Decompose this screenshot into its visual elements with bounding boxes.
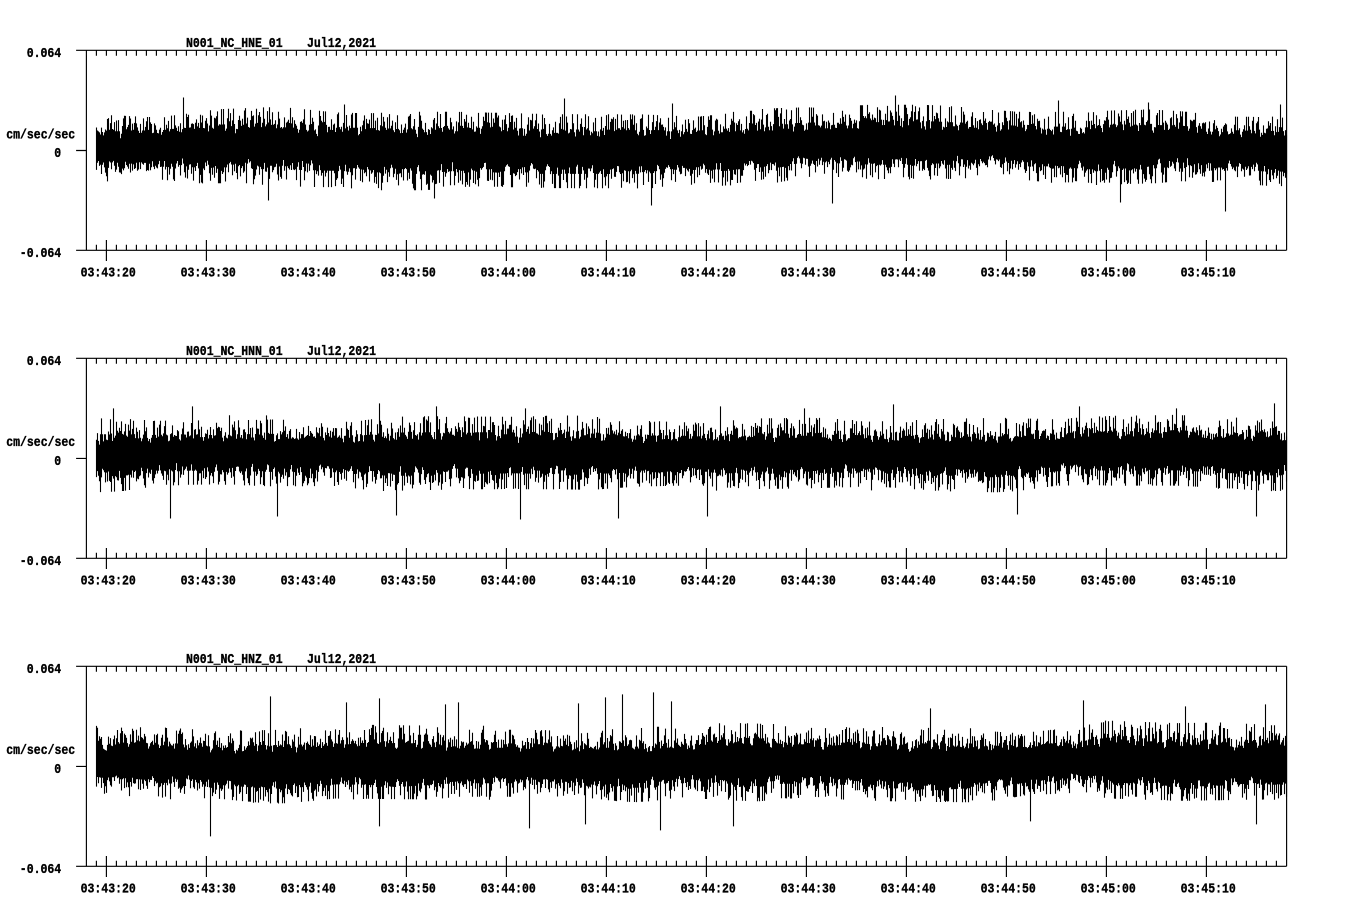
svg-text:N001_NC_HNE_01: N001_NC_HNE_01 [186, 36, 283, 52]
svg-text:03:43:30: 03:43:30 [181, 266, 236, 282]
svg-text:03:45:10: 03:45:10 [1181, 574, 1236, 590]
svg-text:03:44:30: 03:44:30 [781, 882, 836, 898]
svg-text:03:43:40: 03:43:40 [281, 882, 336, 898]
svg-text:03:44:10: 03:44:10 [581, 266, 636, 282]
svg-text:03:43:30: 03:43:30 [181, 882, 236, 898]
svg-text:Jul12,2021: Jul12,2021 [307, 652, 376, 668]
svg-text:03:44:40: 03:44:40 [881, 882, 936, 898]
svg-text:03:43:30: 03:43:30 [181, 574, 236, 590]
svg-text:Jul12,2021: Jul12,2021 [307, 344, 376, 360]
svg-text:0: 0 [54, 454, 61, 470]
svg-text:03:44:50: 03:44:50 [981, 266, 1036, 282]
svg-text:03:44:50: 03:44:50 [981, 882, 1036, 898]
svg-text:03:44:50: 03:44:50 [981, 574, 1036, 590]
svg-text:03:45:10: 03:45:10 [1181, 882, 1236, 898]
svg-text:0.064: 0.064 [27, 46, 62, 62]
svg-text:N001_NC_HNZ_01: N001_NC_HNZ_01 [186, 652, 283, 668]
svg-text:Jul12,2021: Jul12,2021 [307, 36, 376, 52]
svg-text:03:43:40: 03:43:40 [281, 266, 336, 282]
svg-text:03:44:30: 03:44:30 [781, 574, 836, 590]
svg-text:03:44:40: 03:44:40 [881, 266, 936, 282]
svg-text:-0.064: -0.064 [20, 554, 61, 570]
svg-text:03:44:10: 03:44:10 [581, 574, 636, 590]
svg-text:0.064: 0.064 [27, 662, 62, 678]
svg-text:0: 0 [54, 146, 61, 162]
svg-text:03:45:10: 03:45:10 [1181, 266, 1236, 282]
svg-text:cm/sec/sec: cm/sec/sec [6, 743, 75, 759]
svg-text:03:44:00: 03:44:00 [481, 266, 536, 282]
svg-text:cm/sec/sec: cm/sec/sec [6, 435, 75, 451]
svg-text:03:43:40: 03:43:40 [281, 574, 336, 590]
svg-text:N001_NC_HNN_01: N001_NC_HNN_01 [186, 344, 283, 360]
svg-text:03:45:00: 03:45:00 [1081, 574, 1136, 590]
svg-text:0: 0 [54, 762, 61, 778]
svg-text:03:43:20: 03:43:20 [81, 266, 136, 282]
svg-text:03:44:20: 03:44:20 [681, 266, 736, 282]
svg-text:03:45:00: 03:45:00 [1081, 882, 1136, 898]
svg-text:03:44:30: 03:44:30 [781, 266, 836, 282]
svg-text:03:43:50: 03:43:50 [381, 574, 436, 590]
svg-text:03:44:00: 03:44:00 [481, 574, 536, 590]
svg-text:03:43:20: 03:43:20 [81, 574, 136, 590]
svg-text:cm/sec/sec: cm/sec/sec [6, 127, 75, 143]
svg-text:03:44:10: 03:44:10 [581, 882, 636, 898]
svg-text:03:43:50: 03:43:50 [381, 266, 436, 282]
svg-text:03:44:40: 03:44:40 [881, 574, 936, 590]
svg-text:03:43:20: 03:43:20 [81, 882, 136, 898]
svg-text:03:43:50: 03:43:50 [381, 882, 436, 898]
svg-text:0.064: 0.064 [27, 354, 62, 370]
svg-text:03:44:00: 03:44:00 [481, 882, 536, 898]
svg-text:03:44:20: 03:44:20 [681, 882, 736, 898]
svg-text:-0.064: -0.064 [20, 862, 61, 878]
svg-text:-0.064: -0.064 [20, 246, 61, 262]
svg-text:03:44:20: 03:44:20 [681, 574, 736, 590]
svg-text:03:45:00: 03:45:00 [1081, 266, 1136, 282]
